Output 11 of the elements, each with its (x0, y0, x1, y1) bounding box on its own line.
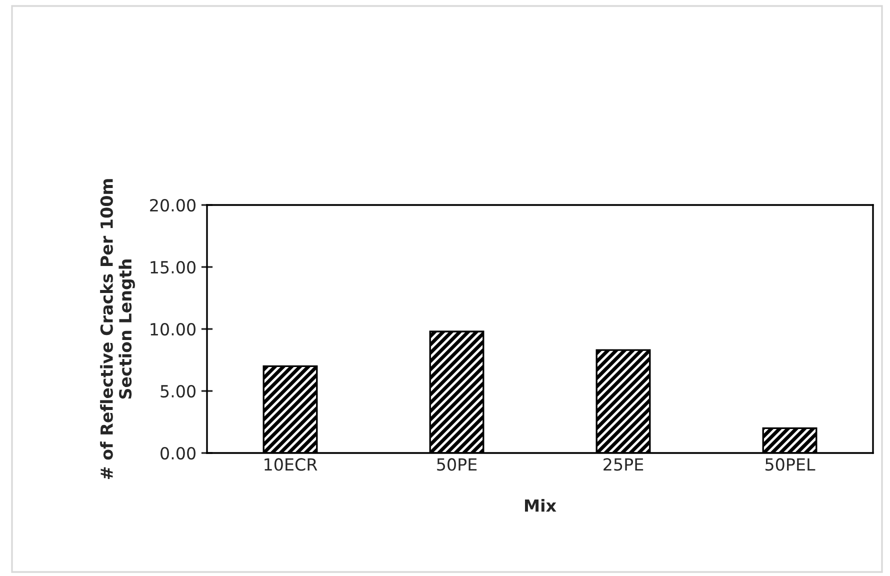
y-tick-label: 20.00 (150, 198, 196, 212)
y-tick-label: 15.00 (150, 260, 196, 274)
x-axis-title: Mix (525, 498, 556, 512)
x-tick-label: 10ECR (264, 458, 318, 471)
x-tick-label: 50PEL (766, 458, 816, 471)
y-tick-label: 5.00 (160, 384, 196, 398)
y-tick-label: 0.00 (160, 446, 196, 460)
x-tick-label: 25PE (604, 458, 644, 471)
y-tick-label: 10.00 (150, 322, 196, 336)
y-axis-title: # of Reflective Cracks Per 100m Section Length (100, 179, 135, 480)
x-tick-label: 50PE (437, 458, 477, 471)
